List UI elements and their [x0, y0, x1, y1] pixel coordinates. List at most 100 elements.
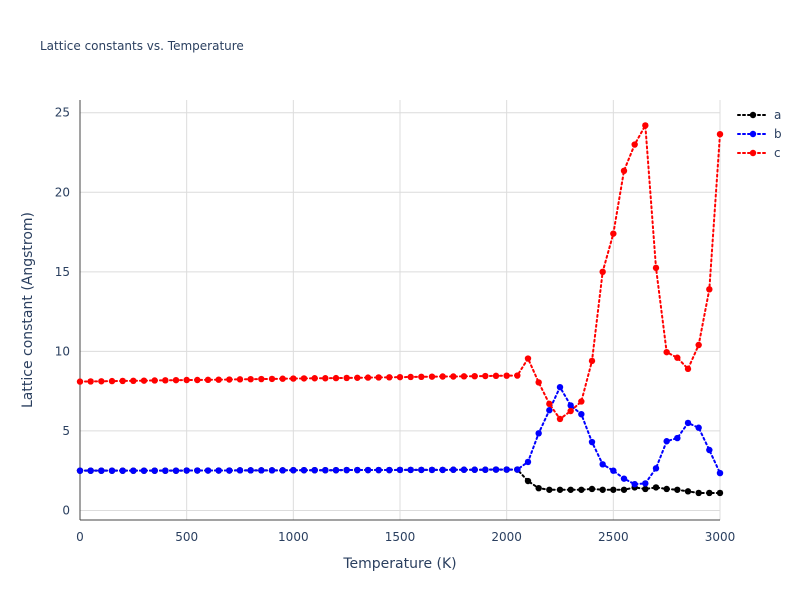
data-point-c: [332, 374, 340, 382]
data-point-c: [418, 373, 425, 381]
series-c: [76, 122, 724, 423]
data-point-b: [258, 467, 265, 474]
data-point-b: [386, 466, 393, 474]
legend-item-a[interactable]: a: [737, 108, 781, 122]
legend-marker-b: [749, 130, 757, 138]
data-point-b: [375, 466, 382, 474]
axes: [79, 100, 720, 521]
data-point-b: [578, 411, 585, 418]
y-tick-label: 15: [55, 265, 70, 279]
x-tick-label: 2500: [598, 530, 629, 544]
data-point-b: [332, 467, 340, 474]
data-point-c: [642, 122, 649, 129]
data-point-b: [279, 467, 286, 474]
data-point-b: [535, 430, 542, 437]
data-point-b: [642, 480, 649, 487]
grid-lines: [79, 100, 721, 520]
data-point-c: [514, 372, 521, 379]
data-point-c: [471, 372, 478, 380]
data-point-c: [396, 373, 404, 381]
data-point-b: [140, 467, 148, 474]
data-point-a: [684, 488, 692, 495]
y-tick-label: 20: [55, 185, 70, 199]
data-point-c: [599, 268, 606, 276]
data-point-c: [482, 372, 489, 380]
tick-labels: 0 500 1000 1500 2000 2500 3000 0 5 10 15 20 25: [55, 106, 736, 544]
x-tick-label: 1500: [385, 530, 416, 544]
data-point-c: [450, 373, 457, 380]
data-point-b: [460, 466, 468, 473]
x-tick-label: 2000: [491, 530, 522, 544]
data-point-c: [76, 378, 84, 385]
legend-item-b[interactable]: b: [737, 127, 782, 141]
series-layer: [76, 122, 724, 497]
data-point-b: [652, 465, 660, 472]
data-point-a: [546, 486, 553, 493]
data-point-c: [375, 374, 382, 381]
data-point-b: [524, 458, 532, 466]
data-point-b: [428, 466, 436, 474]
data-point-c: [322, 375, 329, 382]
data-point-a: [620, 486, 628, 493]
data-point-c: [226, 376, 233, 383]
data-point-a: [652, 484, 660, 491]
data-point-c: [172, 376, 180, 384]
y-tick-label: 10: [55, 344, 70, 358]
data-point-a: [588, 485, 596, 493]
data-point-b: [98, 467, 105, 474]
data-point-a: [706, 489, 713, 497]
data-point-c: [119, 377, 126, 385]
data-point-c: [503, 372, 510, 379]
legend-item-c[interactable]: c: [737, 146, 781, 160]
y-tick-label: 25: [55, 106, 70, 120]
data-point-c: [194, 376, 201, 384]
y-axis-title: Lattice constant (Angstrom): [20, 212, 36, 408]
data-point-b: [514, 466, 521, 473]
data-point-b: [236, 467, 244, 474]
data-point-c: [162, 377, 169, 384]
data-point-c: [151, 377, 158, 384]
data-point-b: [76, 467, 84, 474]
data-point-b: [588, 438, 596, 446]
data-point-b: [631, 481, 638, 488]
data-point-a: [524, 477, 532, 485]
y-tick-label: 5: [62, 424, 70, 438]
data-point-c: [108, 377, 116, 385]
data-point-c: [311, 375, 318, 382]
data-point-c: [386, 374, 393, 381]
data-point-a: [716, 489, 724, 497]
data-point-c: [610, 230, 617, 237]
data-point-c: [684, 365, 692, 373]
legend[interactable]: abc: [737, 108, 782, 160]
data-point-c: [364, 374, 372, 381]
data-point-b: [439, 466, 446, 474]
data-point-b: [364, 466, 372, 474]
data-point-b: [599, 461, 606, 468]
data-point-b: [119, 467, 126, 474]
data-point-b: [450, 466, 457, 473]
data-point-b: [311, 467, 318, 474]
data-point-b: [130, 467, 137, 474]
data-point-c: [140, 377, 148, 384]
chart-title: Lattice constants vs. Temperature: [40, 39, 244, 53]
data-point-c: [87, 378, 94, 385]
data-point-b: [674, 434, 681, 442]
data-point-c: [183, 376, 190, 384]
data-point-c: [674, 354, 681, 361]
legend-label-a: a: [774, 108, 781, 122]
data-point-c: [631, 141, 638, 148]
data-point-b: [343, 466, 350, 474]
data-point-b: [354, 466, 361, 474]
data-point-a: [535, 484, 542, 492]
data-point-c: [215, 376, 222, 383]
data-point-b: [172, 467, 180, 474]
data-point-c: [460, 373, 468, 380]
data-point-b: [247, 467, 254, 474]
data-point-c: [343, 374, 350, 382]
x-tick-label: 3000: [705, 530, 736, 544]
data-point-b: [706, 446, 713, 454]
data-point-c: [98, 378, 105, 385]
data-point-b: [556, 383, 564, 391]
legend-label-c: c: [774, 146, 781, 160]
data-point-b: [546, 407, 553, 414]
